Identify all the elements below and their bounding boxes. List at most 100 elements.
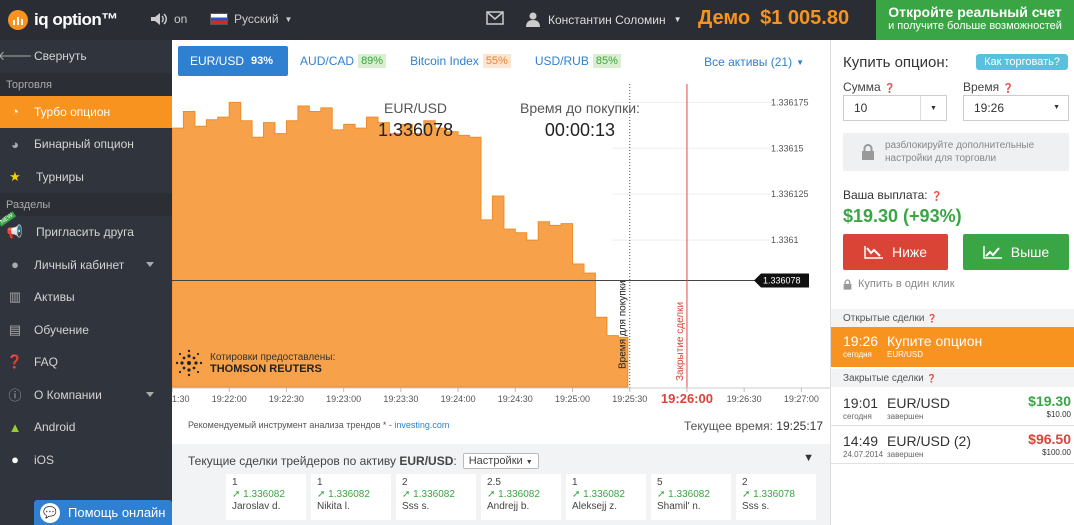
reuters-logo-icon [175, 349, 203, 377]
trader-price: 1.336082 [498, 489, 540, 500]
trader-name: Jaroslav d. [232, 501, 281, 512]
trader-price: 1.336082 [413, 489, 455, 500]
real-account-subtitle: и получите больше возможностей [888, 20, 1062, 32]
trader-name: Aleksejj z. [572, 501, 618, 512]
deal-date: сегодня [843, 412, 872, 421]
sum-label: Сумма ❓ [843, 80, 896, 94]
trader-card[interactable]: 2 ➚ 1.336078 Sss s. [736, 474, 816, 520]
sidebar: 🡐 Свернуть Торговля ◔ Турбо опцион ◕ Бин… [0, 40, 172, 525]
balance-display[interactable]: Демо $1 005.80 [698, 7, 849, 30]
help-icon: ❓ [927, 314, 938, 323]
all-assets-dropdown[interactable]: Все активы (21) ▼ [704, 55, 804, 69]
trader-card[interactable]: 2 ➚ 1.336082 Sss s. [396, 474, 476, 520]
sidebar-item-assets[interactable]: ▥ Активы [0, 281, 172, 314]
sidebar-item-ios[interactable]: ● iOS [0, 444, 172, 477]
lower-button[interactable]: Ниже [843, 234, 948, 270]
chevron-down-icon: ▼ [1053, 104, 1060, 111]
y-tick-label: 1.336125 [771, 189, 809, 199]
time-value: 19:26 [974, 101, 1005, 115]
traders-panel: Текущие сделки трейдеров по активу EUR/U… [172, 444, 830, 525]
trader-amount: 2 [742, 477, 748, 488]
sound-toggle[interactable]: on [150, 12, 187, 26]
trader-card[interactable]: 2.5 ➚ 1.336082 Andrejj b. [481, 474, 561, 520]
trader-card[interactable]: 5 ➚ 1.336082 Shamil' n. [651, 474, 731, 520]
current-time: Текущее время: 19:25:17 [684, 419, 823, 433]
traders-title: Текущие сделки трейдеров по активу [188, 454, 400, 468]
y-tick-label: 1.33615 [771, 143, 804, 153]
investing-link[interactable]: investing.com [394, 420, 450, 430]
sidebar-item-invite[interactable]: NEW 📢 Пригласить друга [0, 211, 172, 249]
higher-label: Выше [1010, 244, 1050, 260]
tab-percent: 93% [251, 55, 274, 67]
open-real-account-button[interactable]: Откройте реальный счет и получите больше… [876, 0, 1074, 40]
tab-bitcoin-index[interactable]: Bitcoin Index 55% [398, 46, 523, 76]
tab-label: Bitcoin Index [410, 54, 479, 68]
higher-button[interactable]: Выше [963, 234, 1069, 270]
language-selector[interactable]: Русский ▼ [210, 12, 292, 26]
collapse-chevron-icon[interactable]: ▼ [803, 452, 814, 464]
chevron-down-icon [146, 391, 154, 397]
help-online-button[interactable]: 💬 Помощь онлайн [34, 500, 172, 525]
current-price-label: 1.336078 [763, 275, 801, 285]
sidebar-item-binary[interactable]: ◕ Бинарный опцион [0, 128, 172, 161]
chevron-down-icon: ▼ [673, 15, 682, 24]
chart-down-icon [864, 246, 883, 259]
sidebar-item-learning[interactable]: ▤ Обучение [0, 314, 172, 347]
deal-bet: $100.00 [1042, 448, 1071, 457]
trader-card[interactable]: 1 ➚ 1.336082 Nikita l. [311, 474, 391, 520]
sum-value: 10 [854, 101, 868, 115]
chevron-down-icon: ▼ [525, 459, 533, 466]
deal-asset: EUR/USD [887, 395, 951, 411]
time-select[interactable]: 19:26 ▼ [963, 95, 1069, 121]
balance-value: $1 005.80 [760, 7, 850, 29]
deal-time: 14:49 [843, 433, 879, 449]
arrow-up-icon: ➚ [572, 489, 581, 500]
how-to-trade-button[interactable]: Как торговать? [976, 54, 1068, 70]
y-tick-label: 1.3361 [771, 235, 799, 245]
trader-card[interactable]: 1 ➚ 1.336082 Aleksejj z. [566, 474, 646, 520]
user-icon [526, 12, 540, 27]
unlock-settings-box[interactable]: разблокируйте дополнительные настройки дл… [843, 133, 1069, 171]
deal-status: завершен [887, 450, 924, 459]
sidebar-item-label: Свернуть [34, 49, 87, 64]
sum-input[interactable]: 10 ▼ [843, 95, 947, 121]
open-deal-row[interactable]: 19:26 сегодня Купите опцион EUR/USD [831, 327, 1074, 367]
tab-eur-usd[interactable]: EUR/USD 93% [178, 46, 289, 76]
settings-dropdown[interactable]: Настройки ▼ [462, 453, 539, 469]
closed-deal-row[interactable]: 14:49 24.07.2014 EUR/USD (2) завершен $9… [831, 426, 1074, 464]
sidebar-item-collapse[interactable]: 🡐 Свернуть [0, 40, 172, 73]
chevron-down-icon[interactable]: ▼ [920, 96, 946, 120]
sidebar-item-turbo[interactable]: ◔ Турбо опцион [0, 95, 172, 128]
x-tick-label: 19:26:30 [727, 394, 762, 404]
x-tick-label: 19:25:00 [555, 394, 590, 404]
sidebar-item-android[interactable]: ▲ Android [0, 411, 172, 444]
arrow-up-icon: ➚ [232, 489, 241, 500]
sidebar-item-label: Турбо опцион [34, 104, 111, 119]
arrow-up-icon: ➚ [742, 489, 751, 500]
trader-card[interactable]: 1 ➚ 1.336082 Jaroslav d. [226, 474, 306, 520]
tab-usd-rub[interactable]: USD/RUB 85% [523, 46, 633, 76]
payout-value: $19.30 (+93%) [843, 206, 962, 226]
mail-icon[interactable] [486, 11, 504, 28]
help-icon: ❓ [884, 83, 896, 93]
sidebar-item-cabinet[interactable]: ● Личный кабинет [0, 249, 172, 282]
closed-deal-row[interactable]: 19:01 сегодня EUR/USD завершен $19.30 $1… [831, 388, 1074, 426]
info-icon: ⓘ [8, 388, 22, 403]
tab-aud-cad[interactable]: AUD/CAD 89% [288, 46, 398, 76]
user-menu[interactable]: Константин Соломин ▼ [526, 12, 682, 27]
one-click-buy[interactable]: Купить в один клик [843, 278, 955, 290]
sidebar-item-faq[interactable]: ❓ FAQ [0, 346, 172, 379]
x-tick-label: 19:23:00 [326, 394, 361, 404]
sidebar-item-tournaments[interactable]: ★ Турниры [0, 161, 172, 194]
current-price-tag: 1.336078 [754, 273, 809, 288]
deal-date: сегодня [843, 350, 872, 359]
logo[interactable]: iq option™ [8, 8, 118, 32]
chart-up-icon [983, 246, 1002, 259]
deal-date: 24.07.2014 [843, 450, 884, 459]
price-chart[interactable]: 1.336078 Время для покупки Закрытие сдел… [172, 84, 830, 434]
current-time-label: Текущее время: [684, 419, 773, 433]
android-icon: ▲ [8, 419, 22, 435]
sidebar-item-about[interactable]: ⓘ О Компании [0, 379, 172, 412]
x-tick-label: 19:22:00 [212, 394, 247, 404]
user-name: Константин Соломин [548, 12, 666, 27]
